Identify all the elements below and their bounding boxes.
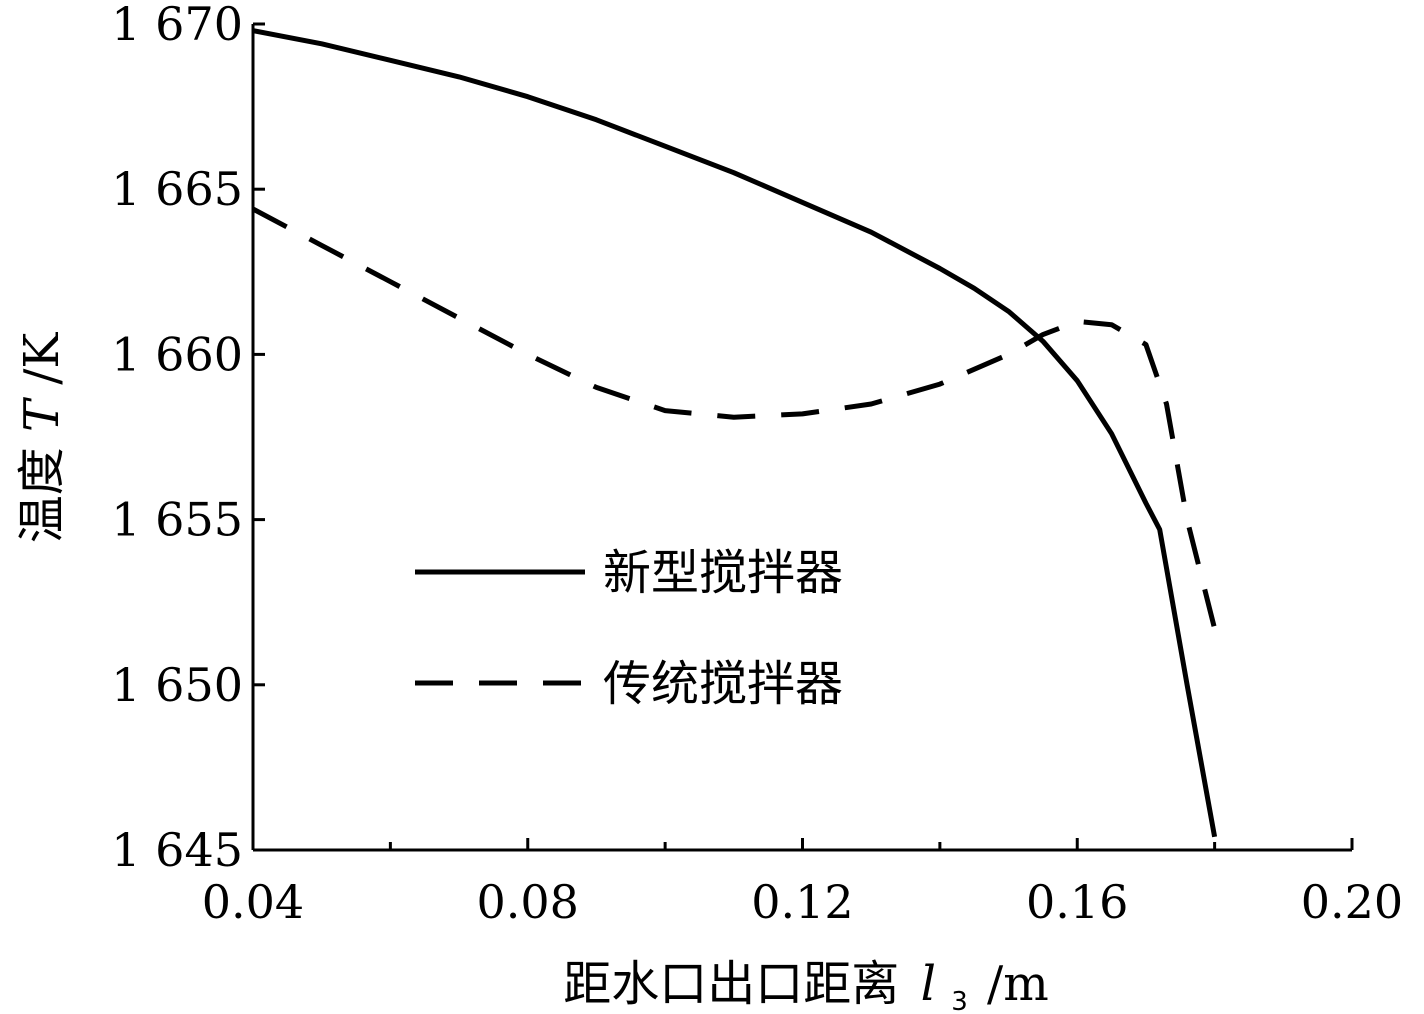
plot-frame — [251, 24, 1352, 852]
x-axis: 0.04 0.08 0.12 0.16 0.20 — [202, 838, 1403, 929]
legend-label-2: 传统搅拌器 — [603, 656, 843, 712]
series-line-1 — [252, 28, 1218, 838]
y-axis: 1 645 1 650 1 655 1 660 1 665 1 670 — [111, 0, 265, 877]
x-axis-title: 距水口出口距离 l 3 /m — [563, 956, 1048, 1014]
x-tick-label: 0.08 — [477, 875, 579, 929]
y-tick-label: 1 670 — [111, 0, 243, 51]
legend-label-1: 新型搅拌器 — [603, 545, 843, 601]
y-tick-label: 1 650 — [111, 658, 243, 712]
x-tick-label: 0.04 — [202, 875, 304, 929]
x-tick-label: 0.16 — [1026, 875, 1128, 929]
series-layer — [251, 28, 1218, 838]
y-tick-label: 1 660 — [111, 327, 243, 381]
x-tick-label: 0.12 — [751, 875, 853, 929]
series-line-2 — [251, 206, 1218, 630]
y-axis-title: 温度 T /K — [14, 332, 70, 544]
y-tick-label: 1 655 — [111, 493, 243, 547]
y-tick-label: 1 665 — [111, 162, 243, 216]
y-tick-label: 1 645 — [111, 823, 243, 877]
x-tick-label: 0.20 — [1301, 875, 1403, 929]
